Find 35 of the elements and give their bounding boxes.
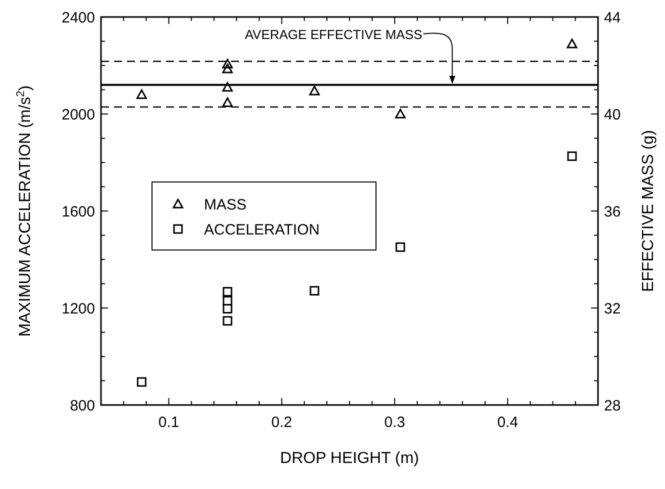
point [309,86,320,96]
y2-tick-label: 28 [604,397,621,414]
point [222,304,232,314]
point [222,316,232,326]
y-tick-label: 2000 [62,106,95,124]
point [222,82,233,92]
y2-tick-label: 32 [604,300,621,318]
y-tick-label: 800 [70,397,95,414]
x-tick-label: 0.4 [497,414,518,431]
point [310,286,320,296]
point [222,97,233,107]
x-axis-title: DROP HEIGHT (m) [280,450,419,467]
y2-tick-label: 40 [604,106,621,124]
annotation: AVERAGE EFFECTIVE MASS [244,26,423,42]
point [222,287,232,297]
y-tick-label: 1600 [62,203,95,220]
point [566,38,578,48]
point [222,58,233,68]
point [396,242,406,252]
x-tick-label: 0.3 [384,414,406,431]
x-tick-label: 0.1 [158,414,180,431]
y2-axis-title: EFFECTIVE MASS (g) [640,130,657,292]
y-tick-label: 1200 [62,300,95,318]
x-tick-label: 0.2 [271,414,292,431]
y-tick-label: 2400 [62,9,95,26]
legend-label: ACCELERATION [204,221,320,238]
point [567,151,577,161]
legend-label: MASS [204,196,247,214]
point [222,64,233,74]
point [136,377,146,387]
y2-tick-label: 36 [604,203,621,220]
point [136,89,147,99]
y2-tick-label: 44 [604,9,621,26]
point [395,108,406,118]
point [222,296,232,306]
